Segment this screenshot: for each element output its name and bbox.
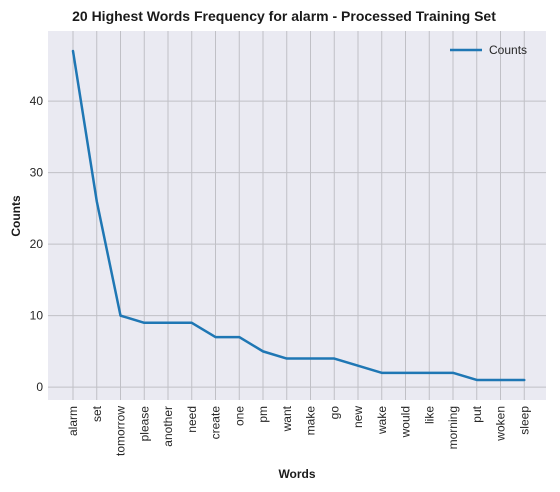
series-line [71,49,526,382]
x-tick-label: need [185,406,199,433]
y-tick-label: 0 [36,380,43,394]
x-tick-label: morning [446,406,460,449]
legend: Counts [450,43,527,57]
x-tick-label: new [351,406,365,428]
x-tick-label: go [327,406,341,420]
grid [48,31,546,400]
x-tick-label: put [470,405,484,422]
x-tick-label: wake [375,406,389,435]
chart-title: 20 Highest Words Frequency for alarm - P… [72,8,496,24]
x-axis-label: Words [278,467,315,481]
x-tick-label: like [422,406,436,424]
x-tick-label: alarm [66,406,80,436]
x-axis-ticks: alarm set tomorrow please another need create o… [66,405,531,456]
x-tick-label: one [232,406,246,426]
y-tick-label: 40 [30,94,44,108]
x-tick-label: set [90,405,104,422]
x-tick-label: create [209,406,223,440]
y-axis-ticks: 0 10 20 30 40 [30,94,44,394]
series-layer [71,49,526,382]
x-tick-label: want [280,405,294,432]
y-tick-label: 10 [30,309,44,323]
x-tick-label: woken [494,406,508,442]
plot-area [48,31,546,400]
x-tick-label: pm [256,406,270,423]
y-axis-label: Counts [9,195,23,237]
x-tick-label: tomorrow [114,406,128,456]
x-tick-label: sleep [517,406,531,435]
x-tick-label: another [161,406,175,447]
y-tick-label: 20 [30,237,44,251]
legend-label: Counts [489,43,527,57]
x-tick-label: please [137,406,151,442]
y-tick-label: 30 [30,166,44,180]
x-tick-label: would [399,406,413,438]
x-tick-label: make [304,406,318,436]
